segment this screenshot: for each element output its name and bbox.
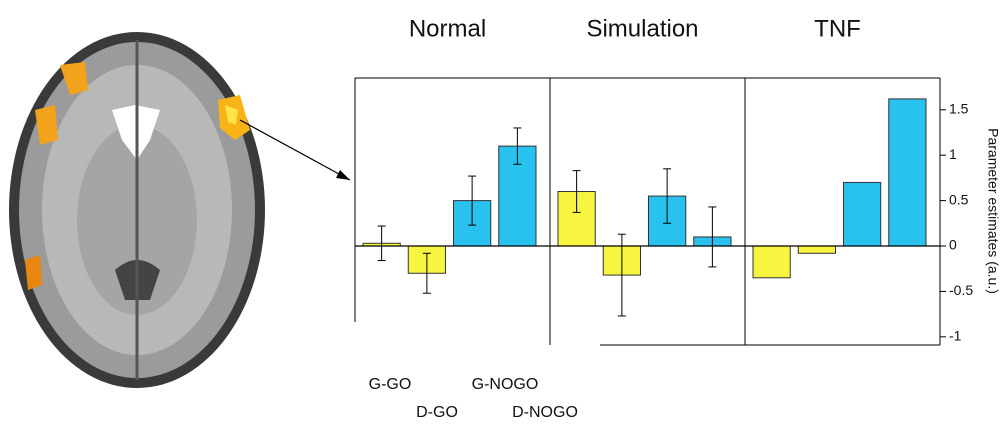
bar [798,246,835,253]
category-label: D-GO [416,404,458,421]
panel-title: TNF [814,15,861,42]
category-label: G-GO [369,376,412,393]
bar [753,246,790,278]
y-tick-label: -1 [949,328,962,344]
bar [844,182,881,246]
y-tick-label: -0.5 [949,282,973,298]
chart: Normal Simulation TNF 1.5 1 0.5 0 -0.5 -1 Paramet… [355,15,1001,421]
panel-title: Simulation [586,15,698,42]
arrow-head [336,170,350,180]
category-label: D-NOGO [512,404,578,421]
panel-title: Normal [409,15,486,42]
category-label: G-NOGO [472,376,539,393]
y-axis-label: Parameter estimates (a.u.) [985,128,1001,294]
y-tick-label: 0.5 [949,191,969,207]
bar [889,99,926,246]
y-tick-label: 1.5 [949,100,969,116]
figure: Normal Simulation TNF 1.5 1 0.5 0 -0.5 -1 Paramet… [0,0,1008,425]
y-tick-label: 1 [949,146,957,162]
y-tick-label: 0 [949,237,957,253]
brain-image [9,32,265,388]
